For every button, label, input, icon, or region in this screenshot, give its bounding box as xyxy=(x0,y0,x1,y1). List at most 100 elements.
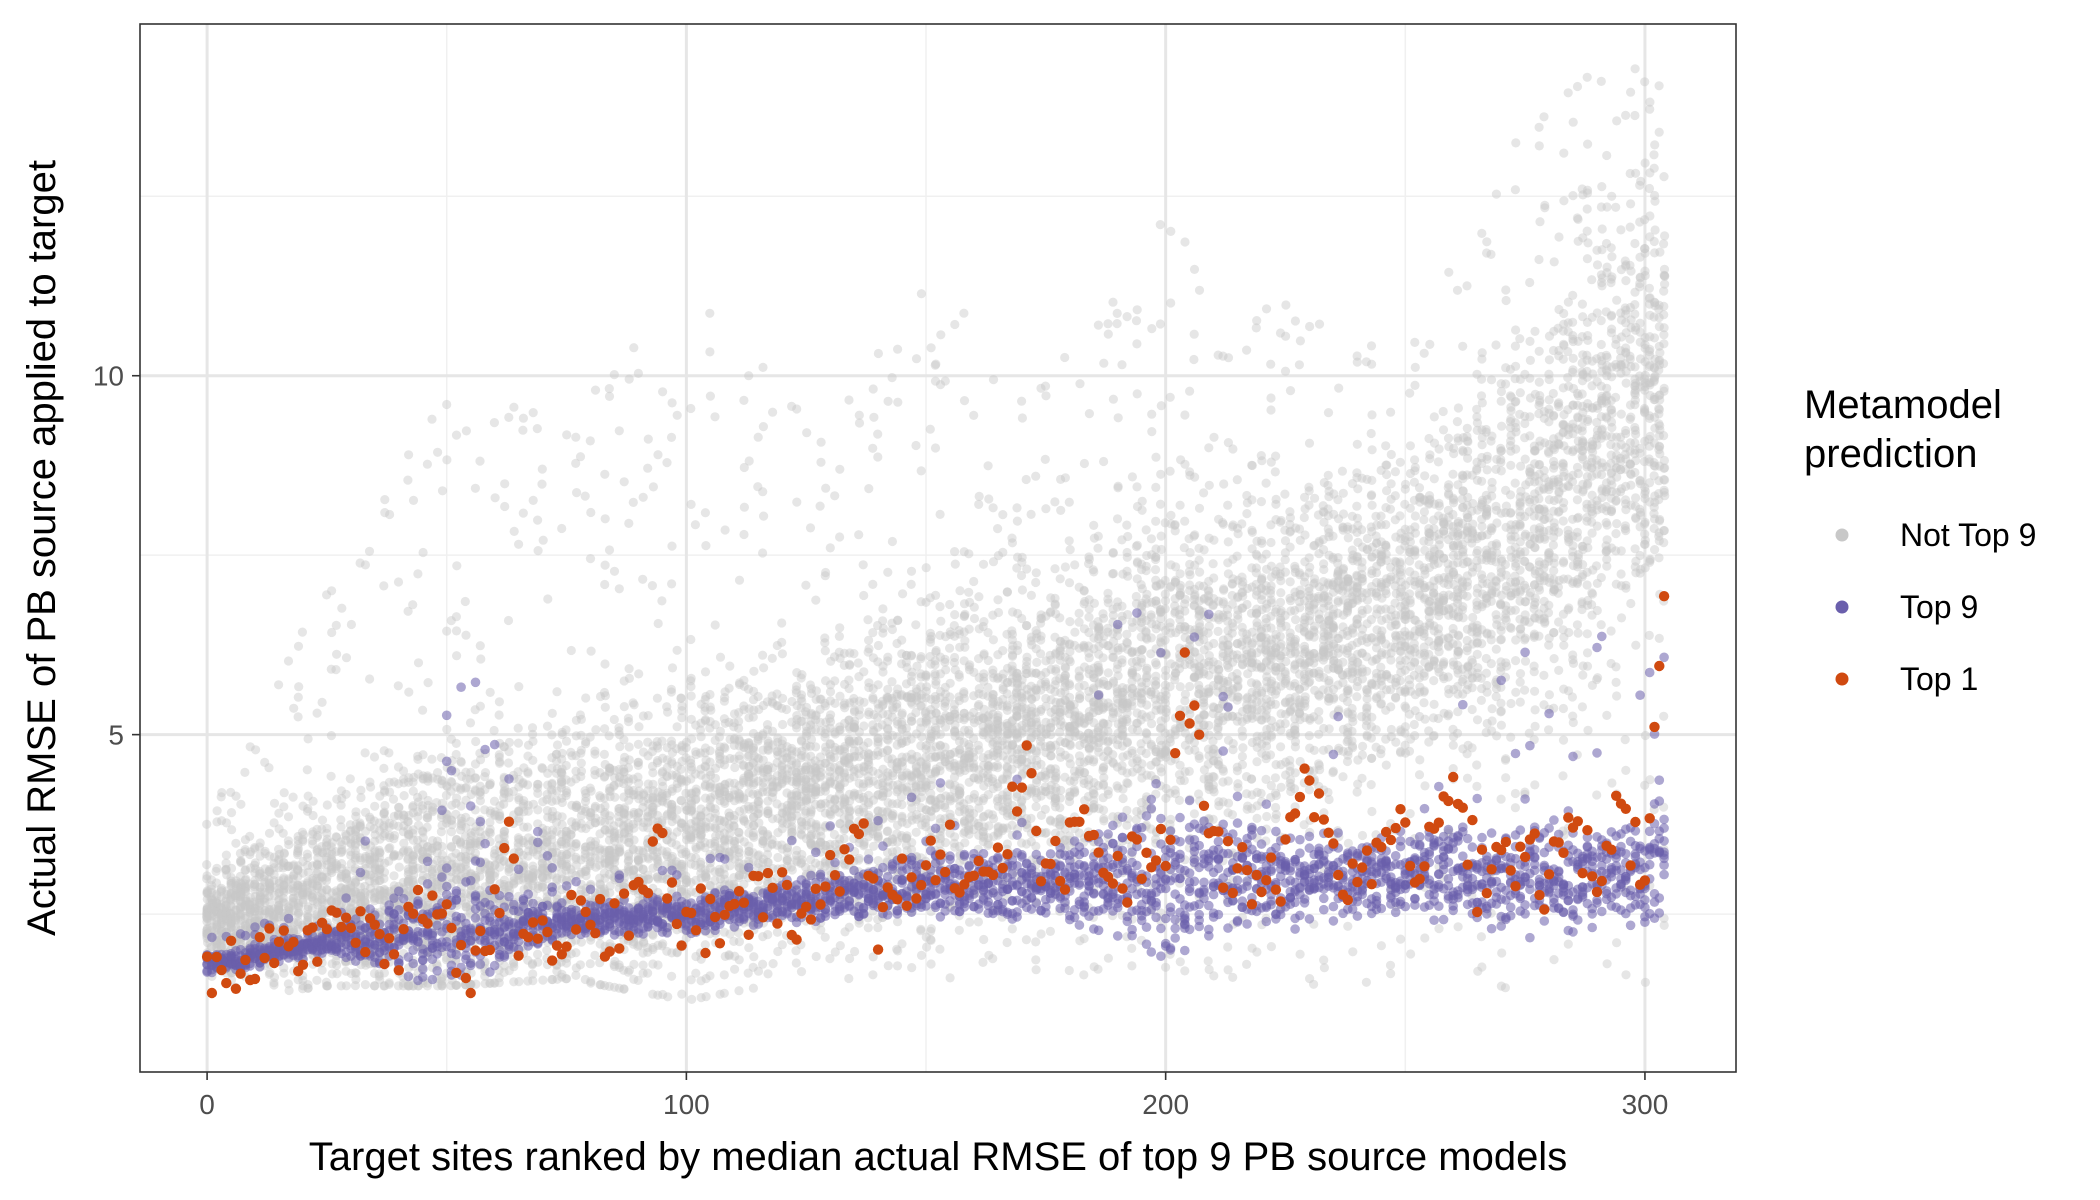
point-not-top-9 xyxy=(600,702,610,712)
point-not-top-9 xyxy=(203,910,213,921)
point-not-top-9 xyxy=(562,430,572,440)
point-not-top-9 xyxy=(226,787,236,798)
point-not-top-9 xyxy=(686,499,696,509)
point-not-top-9 xyxy=(207,881,217,891)
point-not-top-9 xyxy=(221,818,232,828)
point-not-top-9 xyxy=(883,567,893,577)
point-not-top-9 xyxy=(321,977,331,987)
point-not-top-9 xyxy=(906,579,916,590)
point-not-top-9 xyxy=(759,511,769,521)
point-not-top-9 xyxy=(207,901,217,912)
point-not-top-9 xyxy=(221,896,231,906)
point-not-top-9 xyxy=(202,886,212,896)
point-not-top-9 xyxy=(380,495,390,505)
point-not-top-9 xyxy=(217,908,227,918)
point-not-top-9 xyxy=(834,631,845,642)
point-not-top-9 xyxy=(844,683,854,694)
point-not-top-9 xyxy=(835,941,845,951)
point-not-top-9 xyxy=(241,896,251,906)
point-not-top-9 xyxy=(835,623,845,633)
point-not-top-9 xyxy=(217,788,227,798)
point-not-top-9 xyxy=(528,969,538,979)
point-not-top-9 xyxy=(216,919,226,929)
point-not-top-9 xyxy=(854,418,865,428)
point-not-top-9 xyxy=(758,362,768,372)
point-not-top-9 xyxy=(835,532,845,542)
point-not-top-9 xyxy=(241,901,251,911)
point-not-top-9 xyxy=(264,763,274,773)
point-not-top-9 xyxy=(495,809,505,819)
point-not-top-9 xyxy=(331,665,341,675)
point-not-top-9 xyxy=(690,520,701,530)
point-not-top-9 xyxy=(619,702,629,712)
point-not-top-9 xyxy=(351,807,361,817)
point-not-top-9 xyxy=(370,801,380,811)
point-not-top-9 xyxy=(236,857,246,867)
point-not-top-9 xyxy=(240,879,250,889)
point-not-top-9 xyxy=(600,579,610,590)
point-not-top-9 xyxy=(604,384,614,394)
point-not-top-9 xyxy=(859,697,869,707)
point-not-top-9 xyxy=(557,523,567,534)
point-not-top-9 xyxy=(476,654,486,664)
point-not-top-9 xyxy=(638,960,648,970)
point-not-top-9 xyxy=(825,543,835,553)
point-not-top-9 xyxy=(471,979,481,989)
point-not-top-9 xyxy=(873,640,884,651)
point-not-top-9 xyxy=(226,908,236,919)
point-not-top-9 xyxy=(346,619,356,630)
point-not-top-9 xyxy=(369,752,380,762)
point-not-top-9 xyxy=(231,879,241,889)
point-not-top-9 xyxy=(485,687,495,698)
point-not-top-9 xyxy=(571,948,581,958)
point-not-top-9 xyxy=(686,681,696,692)
point-not-top-9 xyxy=(691,784,701,794)
point-not-top-9 xyxy=(600,659,610,669)
point-not-top-9 xyxy=(475,641,485,651)
point-not-top-9 xyxy=(514,682,524,692)
point-not-top-9 xyxy=(532,424,542,434)
point-not-top-9 xyxy=(547,730,557,740)
point-not-top-9 xyxy=(883,652,893,662)
point-not-top-9 xyxy=(720,693,730,703)
point-not-top-9 xyxy=(212,896,222,906)
point-not-top-9 xyxy=(523,780,533,790)
point-not-top-9 xyxy=(231,876,241,886)
point-not-top-9 xyxy=(216,904,226,914)
point-not-top-9 xyxy=(796,967,807,977)
point-not-top-9 xyxy=(797,849,807,860)
point-not-top-9 xyxy=(826,710,836,720)
point-not-top-9 xyxy=(686,403,696,414)
point-not-top-9 xyxy=(624,742,634,752)
point-not-top-9 xyxy=(226,917,236,927)
point-not-top-9 xyxy=(222,886,232,896)
point-not-top-9 xyxy=(236,799,246,809)
point-not-top-9 xyxy=(749,666,759,676)
point-not-top-9 xyxy=(231,915,241,925)
point-not-top-9 xyxy=(494,710,504,720)
point-not-top-9 xyxy=(336,847,346,858)
point-not-top-9 xyxy=(700,508,711,518)
point-not-top-9 xyxy=(604,545,615,555)
point-not-top-9 xyxy=(513,723,523,733)
point-not-top-9 xyxy=(226,895,236,905)
point-not-top-9 xyxy=(705,746,715,756)
point-not-top-9 xyxy=(413,569,423,579)
point-not-top-9 xyxy=(514,539,524,549)
point-not-top-9 xyxy=(643,968,653,978)
point-not-top-9 xyxy=(408,495,419,505)
point-not-top-9 xyxy=(226,808,237,818)
point-not-top-9 xyxy=(705,971,715,981)
point-not-top-9 xyxy=(586,507,596,518)
point-not-top-9 xyxy=(873,831,883,841)
point-not-top-9 xyxy=(236,879,246,889)
point-not-top-9 xyxy=(207,899,217,909)
point-not-top-9 xyxy=(321,876,331,886)
point-not-top-9 xyxy=(609,714,619,725)
point-not-top-9 xyxy=(297,627,307,637)
point-not-top-9 xyxy=(278,828,288,838)
point-not-top-9 xyxy=(322,828,332,839)
point-not-top-9 xyxy=(533,546,543,556)
point-not-top-9 xyxy=(821,567,831,578)
point-not-top-9 xyxy=(279,848,289,858)
